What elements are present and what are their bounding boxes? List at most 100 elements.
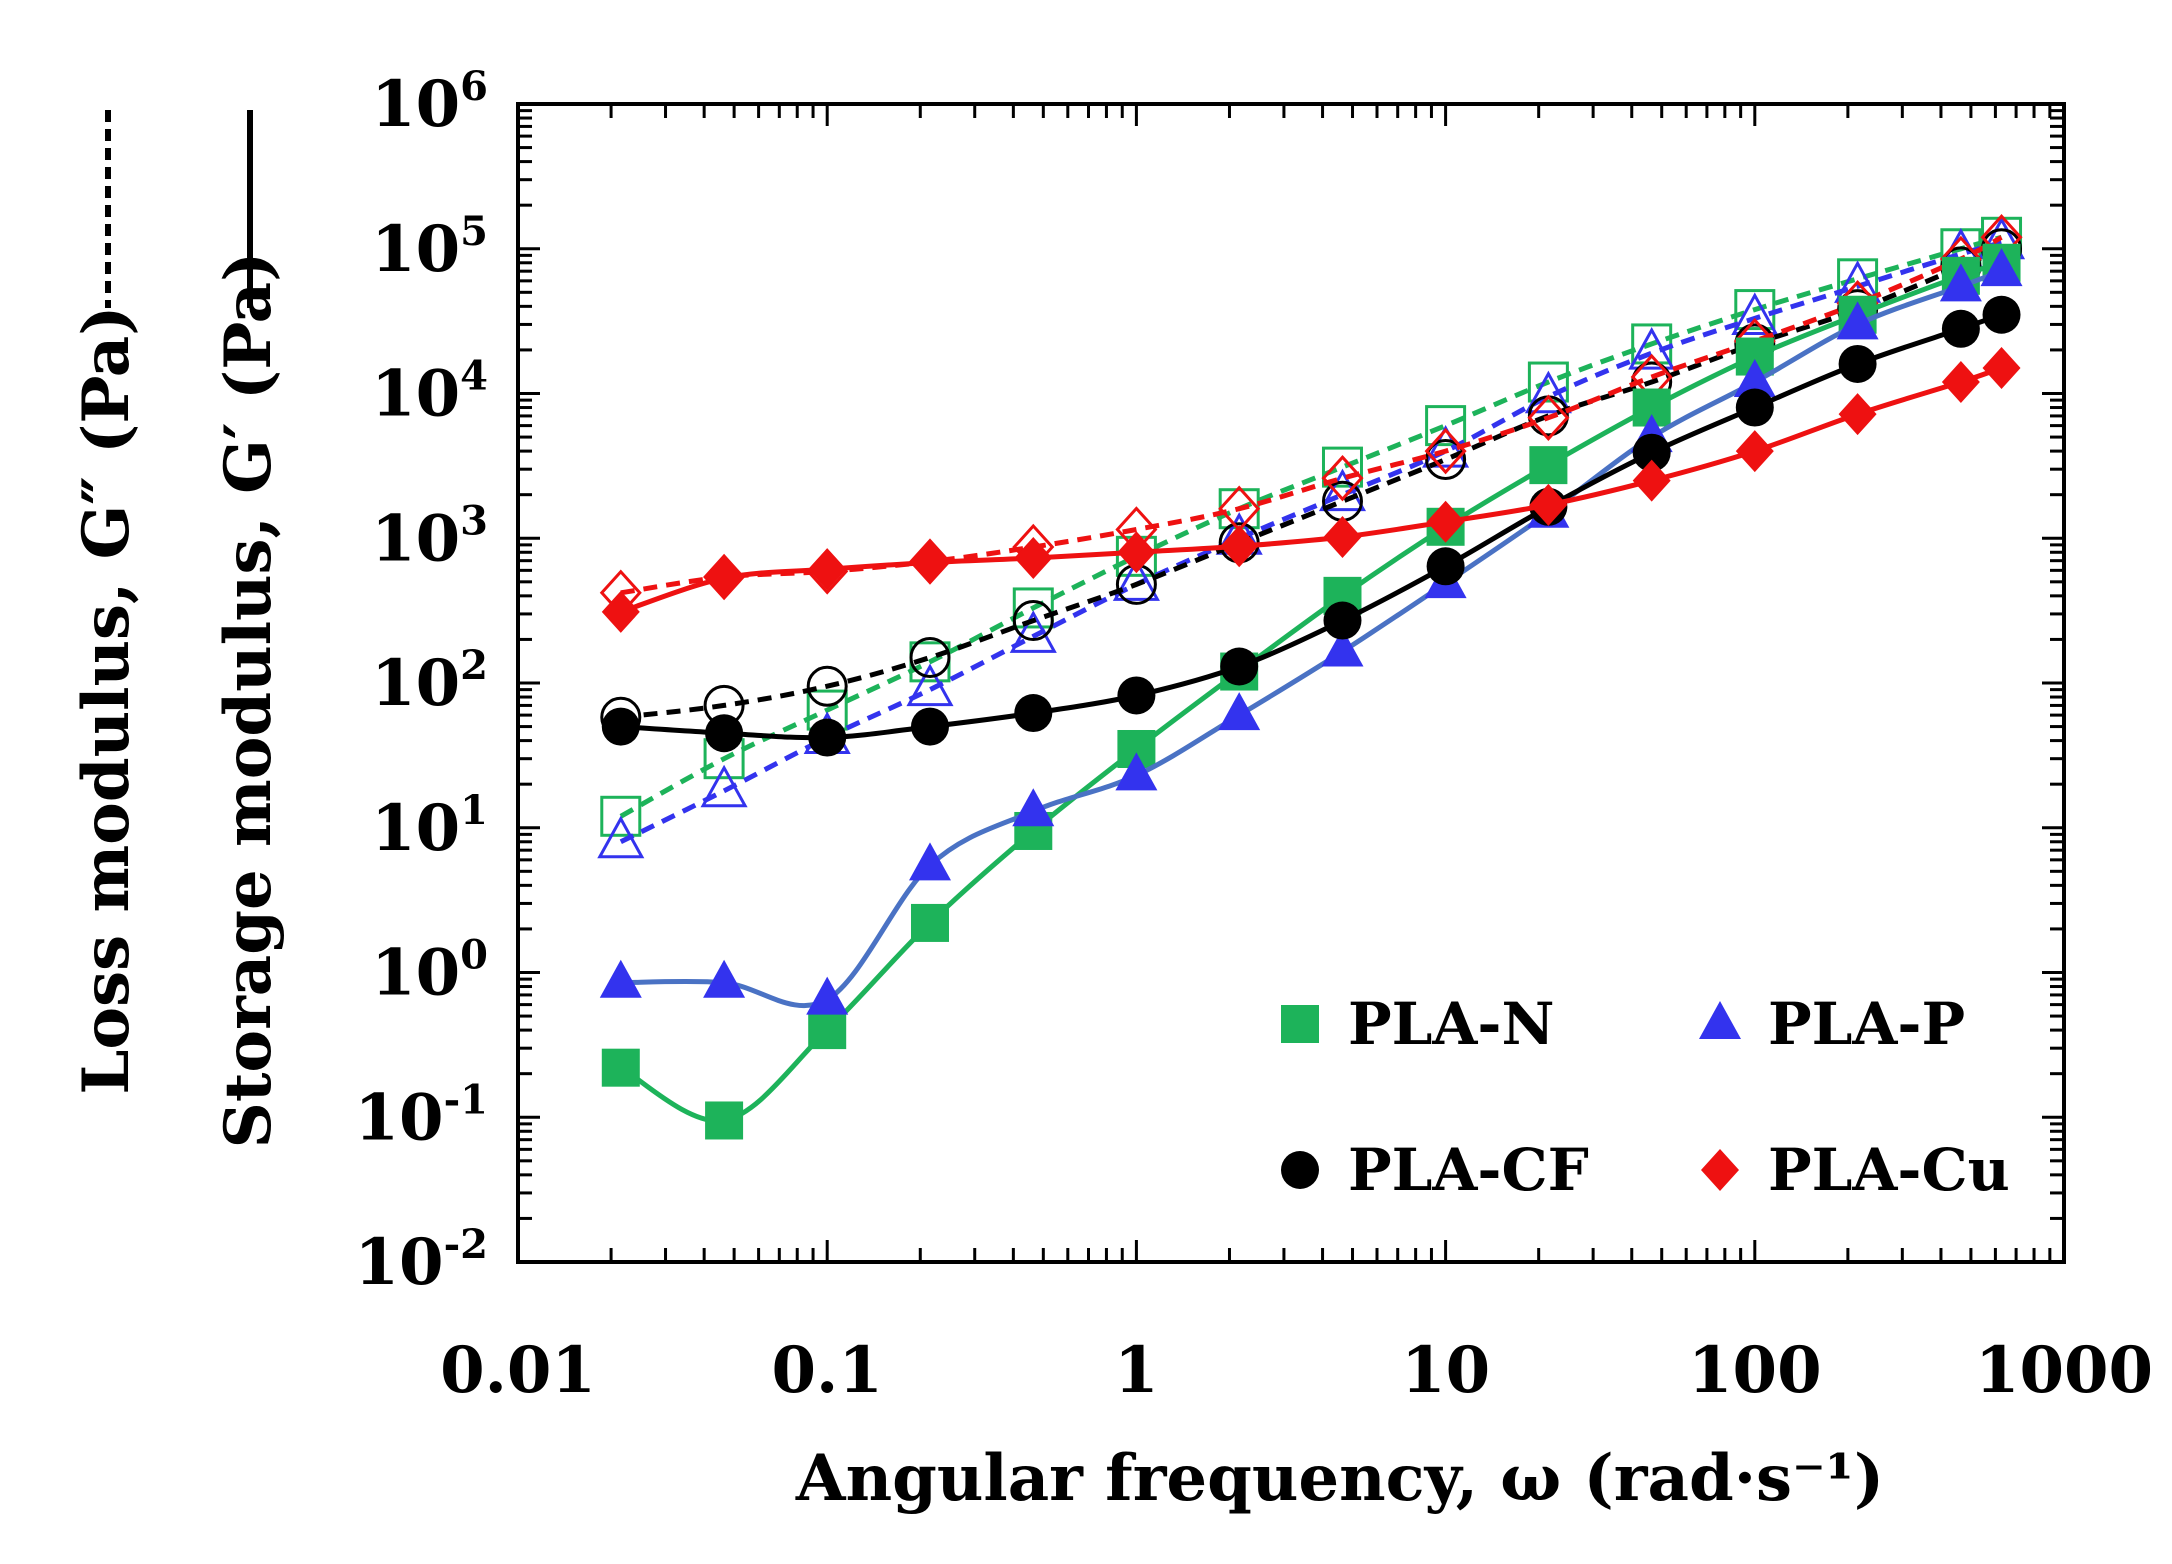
pla-cf-storage-point [1735, 388, 1774, 427]
pla-p-loss-point [1524, 370, 1572, 414]
pla-cu-storage-point [1982, 347, 2021, 390]
pla-cf-loss-point [909, 637, 951, 679]
legend-item-pla-p: PLA-P [1699, 990, 1965, 1058]
pla-cu-storage-point [1632, 459, 1671, 502]
x-tick-label: 0.01 [440, 1333, 596, 1408]
pla-cu-storage-point [1426, 500, 1465, 543]
pla-cu-storage-point [1529, 483, 1568, 526]
axes: 0.01 0.1 1 10 100 1000 10-2 10-1 100 101 102 103 104… [355, 63, 2154, 1408]
y-tick-label: 101 [371, 787, 488, 866]
pla-cf-loss-point [806, 665, 848, 707]
y-tick-label: 10-1 [355, 1076, 489, 1155]
pla-cu-storage-point [808, 548, 847, 591]
pla-p-loss-point [597, 815, 645, 859]
x-tick-label: 1 [1114, 1333, 1159, 1408]
pla-n-loss-point [1425, 405, 1467, 447]
pla-cf-storage-point [1014, 694, 1053, 733]
pla-p-storage-point [1115, 752, 1158, 791]
pla-cf-storage-point [910, 707, 949, 746]
pla-p-storage-point [1321, 628, 1364, 667]
pla-cu-storage-point [1014, 537, 1053, 580]
pla-p-loss-point [1731, 292, 1779, 335]
pla-n-loss-line [619, 234, 2003, 819]
legend-item-pla-cu: PLA-Cu [1701, 1136, 2010, 1204]
pla-p-storage-point [908, 842, 951, 881]
y-tick-label: 100 [371, 932, 488, 1011]
pla-cu-storage-series [601, 347, 2021, 633]
legend-marker-pla-cu [1701, 1149, 1739, 1191]
pla-cf-storage-point [705, 714, 744, 753]
legend-label-pla-p: PLA-P [1768, 990, 1965, 1058]
pla-n-loss-point [1012, 587, 1054, 629]
y-axis-titles: Loss modulus, G″ (Pa) Storage modulus, G… [69, 110, 286, 1148]
pla-cu-storage-point [705, 557, 744, 600]
y-tick-label: 103 [371, 497, 488, 576]
pla-cf-storage-point [1982, 295, 2021, 334]
pla-cf-loss-point [1012, 600, 1054, 642]
legend-marker-pla-p [1699, 1001, 1741, 1039]
pla-p-storage-point [1939, 263, 1982, 302]
pla-p-loss-line [619, 240, 2003, 845]
legend-label-pla-cf: PLA-CF [1348, 1136, 1589, 1204]
pla-n-loss-point [1321, 446, 1363, 488]
pla-cu-storage-point [1323, 516, 1362, 559]
pla-cf-storage-point [1426, 547, 1465, 586]
legend-marker-pla-cf [1281, 1151, 1319, 1189]
pla-n-storage-point [910, 903, 949, 942]
pla-p-storage-point [1836, 301, 1879, 340]
pla-cf-storage-point [808, 718, 847, 757]
pla-p-storage-point [599, 959, 642, 998]
pla-p-storage-point [1012, 788, 1055, 827]
pla-cu-storage-point [1838, 393, 1877, 436]
pla-cf-storage-point [1838, 344, 1877, 383]
y-tick-label: 10-2 [355, 1221, 489, 1300]
pla-cu-storage-point [910, 541, 949, 584]
legend-label-pla-n: PLA-N [1348, 990, 1554, 1058]
pla-n-storage-point [601, 1048, 640, 1087]
pla-n-loss-point [1734, 289, 1776, 331]
pla-cf-storage-series [601, 295, 2021, 757]
y-tick-label: 102 [371, 642, 488, 721]
pla-cf-storage-line [620, 312, 2003, 741]
pla-cf-loss-line [620, 246, 2003, 720]
pla-cu-storage-point [601, 590, 640, 633]
pla-n-storage-point [808, 1011, 847, 1050]
pla-cu-storage-point [1735, 430, 1774, 473]
pla-p-storage-line [620, 268, 2003, 1009]
pla-n-storage-point [705, 1101, 744, 1140]
pla-cu-loss-series [599, 214, 2023, 617]
legend-marker-pla-n [1281, 1005, 1319, 1043]
pla-p-storage-point [806, 976, 849, 1015]
pla-p-loss-point [1422, 425, 1470, 468]
pla-cu-loss-point [1321, 454, 1364, 502]
x-axis-title: Angular frequency, ω (rad·s⁻¹) [795, 1441, 1884, 1516]
pla-p-loss-point [1628, 327, 1676, 370]
pla-n-loss-point [1527, 361, 1569, 403]
y-tick-label: 106 [371, 63, 488, 142]
pla-cf-loss-series [600, 228, 2023, 738]
legend: PLA-N PLA-P PLA-CF PLA-Cu [1281, 990, 2010, 1204]
pla-n-storage-point [1529, 446, 1568, 485]
pla-p-storage-point [1980, 248, 2023, 287]
pla-p-loss-point [906, 663, 954, 707]
pla-p-loss-point [1009, 610, 1057, 653]
pla-p-loss-point [1318, 468, 1367, 512]
pla-cu-storage-point [1941, 361, 1980, 404]
legend-item-pla-cf: PLA-CF [1281, 1136, 1589, 1204]
pla-p-loss-point [1112, 558, 1160, 601]
x-tick-label: 10 [1401, 1333, 1490, 1408]
pla-p-loss-point [700, 764, 748, 808]
pla-cu-loss-point [1527, 394, 1570, 441]
loss-modulus-label: Loss modulus, G″ (Pa) [69, 305, 144, 1094]
pla-p-storage-point [1218, 692, 1261, 731]
y-tick-label: 104 [371, 353, 488, 432]
legend-label-pla-cu: PLA-Cu [1768, 1136, 2010, 1204]
pla-cu-storage-point [1117, 531, 1156, 574]
pla-cu-storage-point [1220, 525, 1259, 568]
y-tick-label: 105 [371, 208, 488, 287]
x-tick-label: 1000 [1975, 1333, 2153, 1408]
pla-p-storage-point [703, 959, 746, 998]
pla-cf-storage-point [1117, 676, 1156, 715]
pla-n-loss-point [600, 795, 642, 837]
